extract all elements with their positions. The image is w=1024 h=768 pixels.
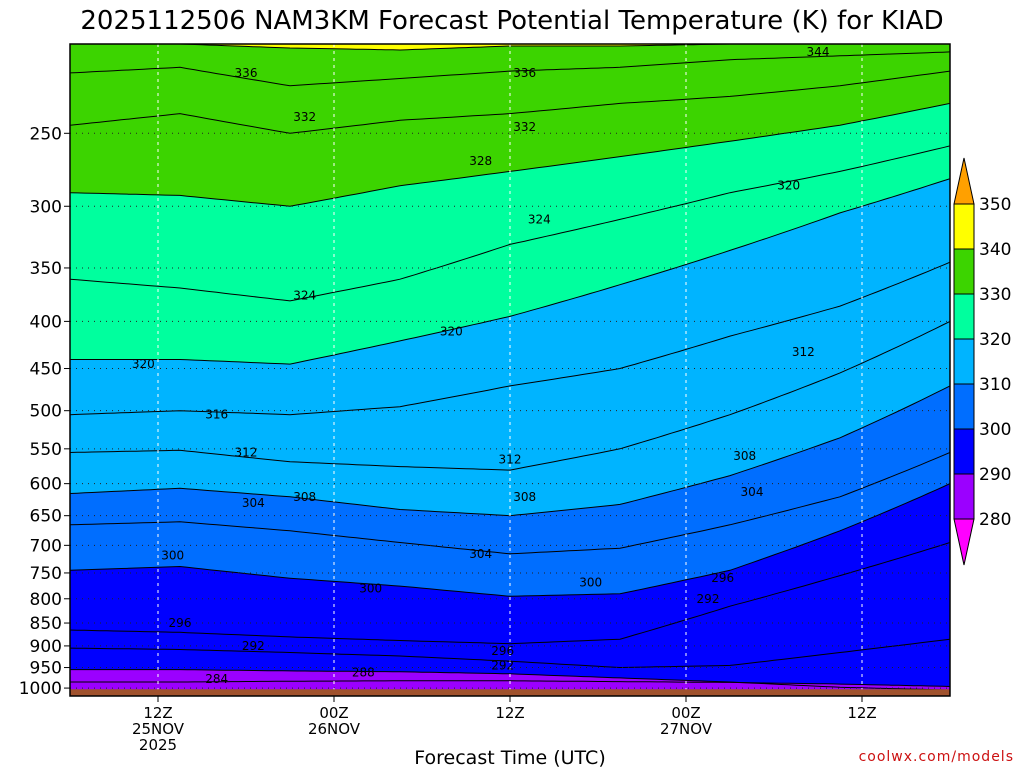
colorbar-label: 340 bbox=[979, 240, 1011, 260]
y-tick-label: 600 bbox=[30, 475, 62, 495]
contour-label: 332 bbox=[293, 110, 316, 124]
contour-label: 324 bbox=[293, 289, 316, 303]
contour-label: 300 bbox=[579, 575, 602, 589]
contour-label: 300 bbox=[359, 582, 382, 596]
colorbar-box-320 bbox=[953, 293, 975, 340]
y-axis: 250 300 350 400 450 500 550 600 650 700 750 800 850 9… bbox=[19, 124, 70, 699]
y-tick-label: 750 bbox=[30, 564, 62, 584]
isentrope-316 bbox=[70, 261, 950, 416]
contour-label: 292 bbox=[697, 592, 720, 606]
colorbar-box-330 bbox=[953, 248, 975, 295]
colorbar-label: 290 bbox=[979, 465, 1011, 485]
contour-label: 304 bbox=[741, 485, 764, 499]
y-tick-label: 800 bbox=[30, 590, 62, 610]
y-tick-label: 650 bbox=[30, 507, 62, 527]
x-tick-label: 27NOV bbox=[660, 720, 713, 738]
x-tick-label: 00Z bbox=[319, 704, 348, 722]
colorbar-box-340 bbox=[953, 203, 975, 250]
contour-label-layer: 336 336 344 332 332 328 320 324 324 320 320 312 316 3… bbox=[132, 45, 830, 686]
contour-label: 320 bbox=[440, 324, 463, 338]
colorbar-extend-max bbox=[953, 157, 975, 205]
colorbar-label: 310 bbox=[979, 375, 1011, 395]
y-tick-label: 900 bbox=[30, 637, 62, 657]
contour-label: 320 bbox=[777, 179, 800, 193]
colorbar-label: 330 bbox=[979, 285, 1011, 305]
x-tick-label: 26NOV bbox=[308, 720, 361, 738]
contour-label: 296 bbox=[491, 644, 514, 658]
isentrope-332 bbox=[70, 70, 950, 134]
contour-label: 312 bbox=[499, 453, 522, 467]
isentrope-300 bbox=[70, 483, 950, 597]
isentrope-344 bbox=[70, 40, 950, 42]
contour-label: 284 bbox=[205, 672, 228, 686]
contour-label: 320 bbox=[132, 357, 155, 371]
y-tick-label: 550 bbox=[30, 440, 62, 460]
contour-label: 288 bbox=[352, 666, 375, 680]
contour-label: 308 bbox=[293, 490, 316, 504]
y-tick-label: 850 bbox=[30, 614, 62, 634]
x-tick-label: 2025 bbox=[139, 736, 177, 754]
contour-label: 312 bbox=[792, 345, 815, 359]
contour-label: 336 bbox=[235, 66, 258, 80]
isentrope-288 bbox=[70, 669, 950, 691]
credit-text: coolwx.com/models bbox=[859, 749, 1014, 765]
chart-title: 2025112506 NAM3KM Forecast Potential Tem… bbox=[80, 6, 943, 36]
isentrope-304 bbox=[70, 452, 950, 555]
x-tick-label: 00Z bbox=[671, 704, 700, 722]
terrain-surface bbox=[70, 689, 950, 696]
y-tick-label: 400 bbox=[30, 312, 62, 332]
y-tick-label: 950 bbox=[30, 659, 62, 679]
y-tick-label: 450 bbox=[30, 360, 62, 380]
contour-label: 336 bbox=[513, 66, 536, 80]
terrain-layer bbox=[70, 689, 950, 696]
contour-label: 296 bbox=[169, 616, 192, 630]
y-tick-label: 250 bbox=[30, 124, 62, 144]
x-tick-label: 25NOV bbox=[132, 720, 185, 738]
colorbar-label: 280 bbox=[979, 510, 1011, 530]
contour-label: 308 bbox=[733, 449, 756, 463]
x-tick-label: 12Z bbox=[143, 704, 172, 722]
colorbar-label: 350 bbox=[979, 195, 1011, 215]
x-tick-label: 12Z bbox=[495, 704, 524, 722]
isentrope-284 bbox=[70, 680, 950, 687]
contour-label: 312 bbox=[235, 445, 258, 459]
contour-label: 300 bbox=[161, 548, 184, 562]
contour-label: 292 bbox=[491, 658, 514, 672]
isentrope-336 bbox=[70, 51, 950, 87]
isentrope-296 bbox=[70, 542, 950, 645]
contour-label: 324 bbox=[528, 212, 551, 226]
contour-label: 344 bbox=[807, 45, 830, 59]
colorbar-box-290 bbox=[953, 428, 975, 475]
contour-label: 316 bbox=[205, 408, 228, 422]
y-tick-label: 500 bbox=[30, 402, 62, 422]
contour-label: 292 bbox=[242, 639, 265, 653]
contour-label: 328 bbox=[469, 154, 492, 168]
x-tick-label: 12Z bbox=[847, 704, 876, 722]
contour-label: 332 bbox=[513, 120, 536, 134]
y-tick-label: 350 bbox=[30, 259, 62, 279]
isentrope-320 bbox=[70, 178, 950, 365]
colorbar-label: 320 bbox=[979, 330, 1011, 350]
y-tick-label: 300 bbox=[30, 197, 62, 217]
colorbar-extend-min bbox=[953, 518, 975, 566]
contour-label: 304 bbox=[469, 547, 492, 561]
colorbar-box-300 bbox=[953, 383, 975, 430]
colorbar: 280 290 300 310 320 330 340 350 bbox=[953, 157, 1011, 566]
contour-label: 308 bbox=[513, 490, 536, 504]
y-tick-label: 700 bbox=[30, 536, 62, 556]
contour-label: 296 bbox=[711, 571, 734, 585]
isentrope-324 bbox=[70, 145, 950, 302]
colorbar-label: 300 bbox=[979, 420, 1011, 440]
contour-label: 304 bbox=[242, 496, 265, 510]
colorbar-box-310 bbox=[953, 338, 975, 385]
colorbar-box-280 bbox=[953, 473, 975, 520]
y-tick-label: 1000 bbox=[19, 679, 62, 699]
x-axis-title: Forecast Time (UTC) bbox=[414, 747, 605, 768]
isentrope-312 bbox=[70, 320, 950, 471]
